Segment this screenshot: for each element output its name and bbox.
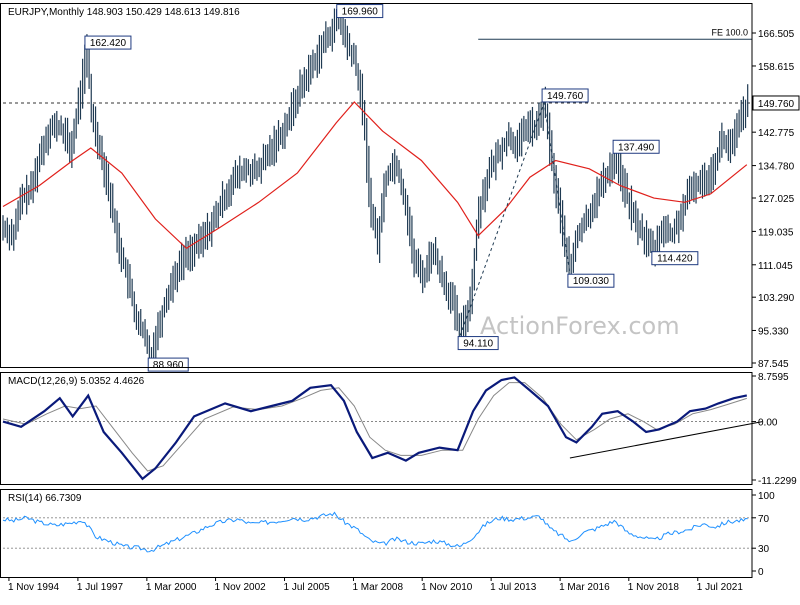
label-box — [567, 273, 615, 288]
price-tick-label: 95.330 — [758, 326, 789, 337]
macd-panel: 8.7595 0.00 -11.2299 MACD(12,26,9) 5.0352 4… — [2, 372, 797, 487]
price-title: EURJPY,Monthly 148.903 150.429 148.613 1… — [8, 7, 240, 18]
price-level-label: 114.420 — [651, 251, 699, 266]
moving-average-line — [2, 101, 748, 250]
label-box — [84, 35, 132, 50]
rsi-tick-label: 100 — [758, 491, 775, 502]
x-tick-label: 1 Nov 1994 — [8, 582, 60, 593]
price-level-label: 149.760 — [541, 88, 589, 103]
label-box — [541, 88, 589, 103]
watermark: ActionForex.com — [480, 312, 680, 340]
macd-tick-label: 0.00 — [758, 418, 778, 429]
price-level-label: 162.420 — [84, 35, 132, 50]
macd-tick-label: 8.7595 — [758, 372, 789, 383]
macd-signal-line — [2, 382, 747, 472]
price-bars — [2, 6, 749, 371]
x-tick-label: 1 Jul 2013 — [490, 582, 537, 593]
price-panel: ActionForex.com FE 100.0 162.420 169.960 88.… — [2, 4, 800, 372]
x-tick-label: 1 Jul 2005 — [284, 582, 331, 593]
price-level-label: 169.960 — [336, 4, 384, 19]
price-tick-label: 134.780 — [758, 162, 795, 173]
x-tick-label: 1 Jul 2021 — [697, 582, 744, 593]
price-level-label: 109.030 — [567, 273, 615, 288]
price-level-label: 94.110 — [457, 336, 499, 351]
label-box — [651, 251, 699, 266]
rsi-line — [2, 511, 748, 553]
price-level-label: 88.960 — [147, 357, 189, 372]
x-tick-label: 1 Nov 2002 — [215, 582, 267, 593]
macd-title: MACD(12,26,9) 5.0352 4.4626 — [8, 376, 145, 387]
rsi-panel: 100 70 30 0 RSI(14) 66.7309 — [2, 491, 775, 578]
current-price-marker: 149.760 — [752, 95, 800, 111]
x-tick-label: 1 Mar 2016 — [559, 582, 610, 593]
macd-line — [2, 376, 748, 481]
price-tick-label: 166.505 — [758, 29, 795, 40]
fe-label: FE 100.0 — [711, 27, 748, 37]
macd-trendline — [569, 421, 763, 459]
label-text: 94.110 — [463, 339, 493, 350]
current-price-box — [752, 95, 800, 111]
macd-tick-label: -11.2299 — [758, 476, 797, 487]
x-tick-label: 1 Jul 1997 — [77, 582, 124, 593]
label-box — [457, 336, 499, 351]
rsi-tick-label: 0 — [758, 567, 764, 578]
rsi-tick-label: 30 — [758, 544, 770, 555]
x-tick-label: 1 Mar 2000 — [146, 582, 197, 593]
price-tick-label: 103.290 — [758, 293, 795, 304]
macd-frame — [0, 372, 753, 485]
price-level-label: 137.490 — [612, 139, 660, 154]
label-text: 169.960 — [342, 7, 379, 18]
price-tick-label: 119.035 — [758, 227, 794, 238]
price-tick-label: 127.025 — [758, 194, 795, 205]
fe-projection — [459, 102, 571, 336]
label-box — [612, 139, 660, 154]
rsi-title: RSI(14) 66.7309 — [8, 493, 82, 504]
x-axis: 1 Nov 1994 1 Jul 1997 1 Mar 2000 1 Nov 2002… — [8, 577, 743, 593]
label-text: 162.420 — [90, 38, 127, 49]
price-tick-label: 142.775 — [758, 128, 795, 139]
rsi-tick-label: 70 — [758, 514, 770, 525]
label-text: 88.960 — [153, 360, 184, 371]
label-text: 109.030 — [573, 276, 610, 287]
price-tick-label: 87.545 — [758, 359, 789, 370]
label-text: 149.760 — [547, 91, 584, 102]
label-text: 137.490 — [618, 142, 655, 153]
price-tick-label: 111.045 — [758, 261, 793, 272]
x-tick-label: 1 Nov 2010 — [421, 582, 473, 593]
current-price-text: 149.760 — [758, 99, 795, 110]
rsi-frame — [0, 489, 753, 578]
label-text: 114.420 — [657, 254, 693, 265]
label-box — [336, 4, 384, 19]
x-tick-label: 1 Nov 2018 — [628, 582, 680, 593]
price-tick-label: 158.615 — [758, 62, 795, 73]
x-tick-label: 1 Mar 2008 — [352, 582, 403, 593]
price-frame — [0, 3, 753, 368]
